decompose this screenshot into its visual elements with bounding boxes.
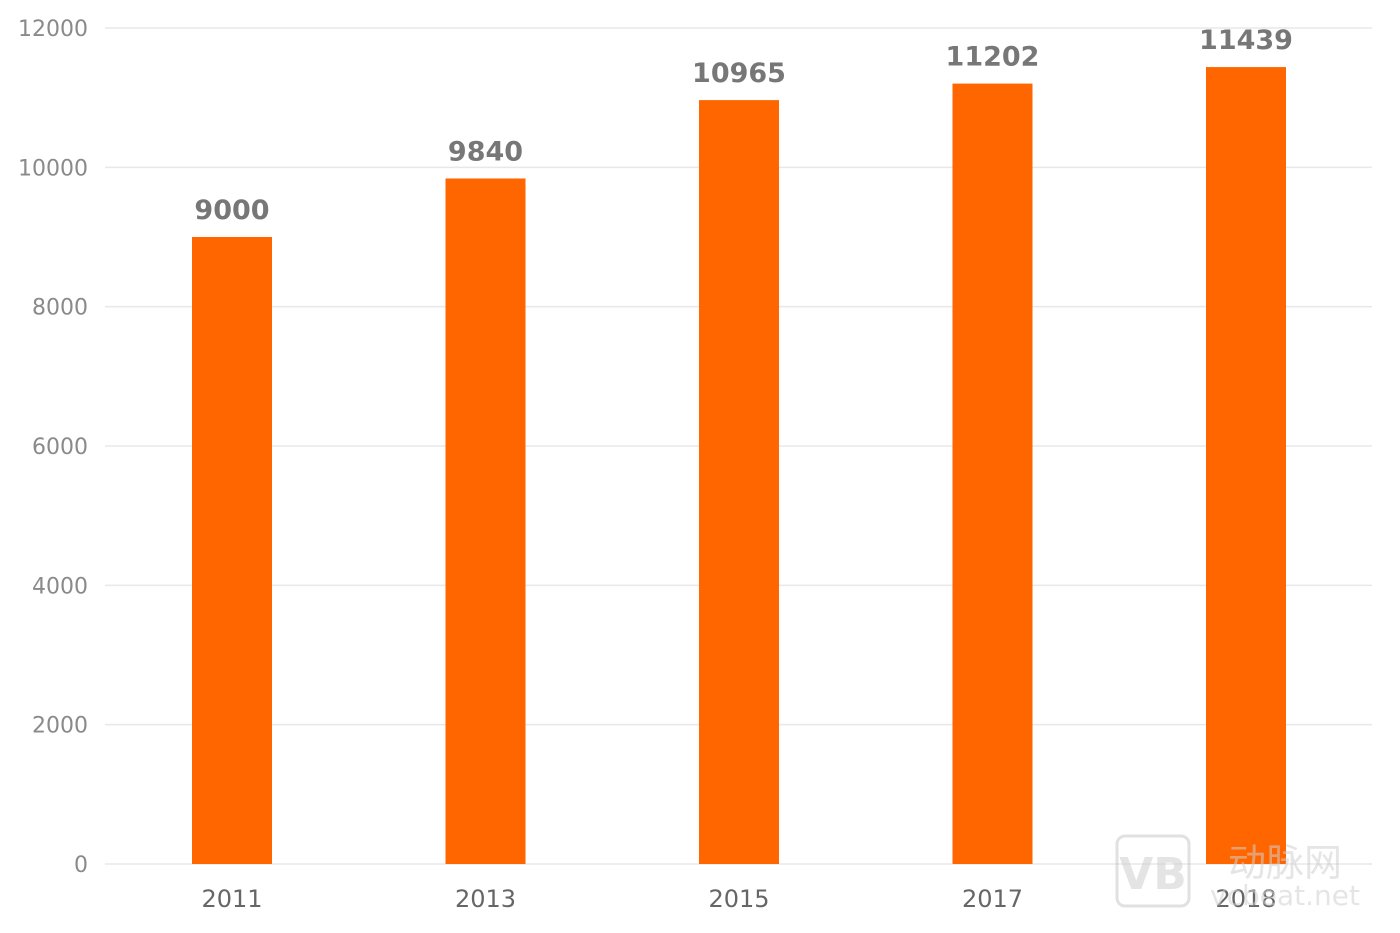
data-label: 11439	[1199, 25, 1293, 56]
bar	[445, 178, 526, 865]
data-label: 10965	[692, 58, 786, 89]
y-tick-label: 4000	[32, 574, 88, 599]
bar	[192, 237, 272, 864]
y-tick-label: 2000	[32, 714, 88, 739]
watermark: VB 动脉网 vcbeat.net	[1115, 834, 1360, 912]
data-label: 9840	[448, 136, 523, 167]
x-tick-label: 2011	[201, 885, 262, 913]
y-axis-ticks: 0 2000 4000 6000 8000 10000 12000	[18, 17, 88, 878]
bar	[1206, 67, 1286, 864]
watermark-logo-text: VB	[1119, 849, 1187, 900]
bar	[952, 83, 1033, 865]
x-tick-label: 2017	[962, 885, 1023, 913]
y-tick-label: 8000	[32, 296, 88, 321]
y-tick-label: 12000	[18, 17, 88, 42]
x-tick-label: 2013	[455, 885, 516, 913]
data-label: 11202	[946, 42, 1040, 73]
data-label: 9000	[194, 195, 269, 226]
y-tick-label: 0	[74, 853, 88, 878]
y-tick-label: 6000	[32, 435, 88, 460]
bar	[699, 100, 779, 865]
bars	[192, 67, 1286, 865]
watermark-domain-text: vcbeat.net	[1210, 879, 1360, 912]
data-labels: 9000 9840 10965 11202 11439	[194, 25, 1293, 226]
x-tick-label: 2015	[708, 885, 769, 913]
x-axis-ticks: 2011 2013 2015 2017 2018	[201, 885, 1276, 913]
watermark-brand-text: 动脉网	[1228, 841, 1342, 885]
x-tick-label: 2018	[1215, 885, 1276, 913]
y-tick-label: 10000	[18, 156, 88, 181]
watermark-logo-box	[1115, 834, 1191, 908]
